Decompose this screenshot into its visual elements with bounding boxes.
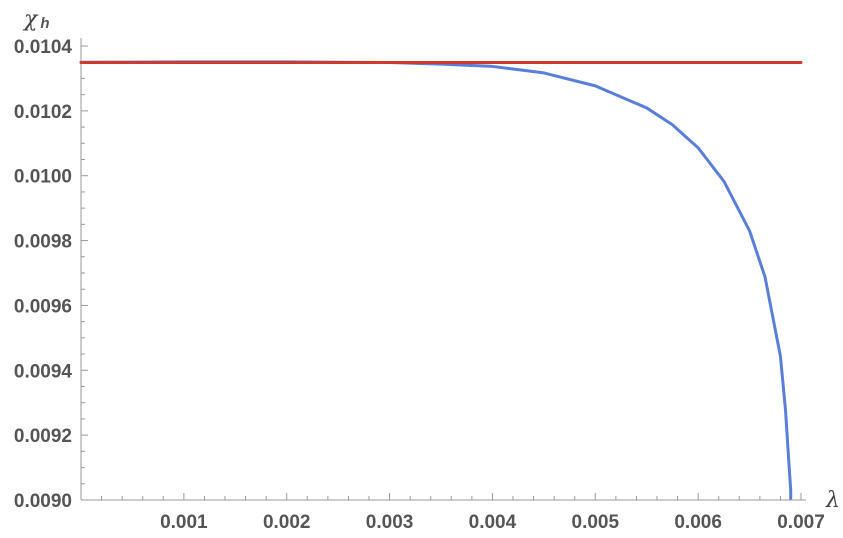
axes xyxy=(80,38,806,501)
x-tick-label: 0.006 xyxy=(674,512,722,533)
x-tick-label: 0.004 xyxy=(469,512,517,533)
y-tick-label: 0.0098 xyxy=(14,232,72,253)
x-tick-label: 0.001 xyxy=(160,512,208,533)
y-tick-label: 0.0100 xyxy=(14,167,72,188)
x-axis-label: λ xyxy=(825,488,840,513)
ticks xyxy=(81,45,802,501)
y-tick-label: 0.0092 xyxy=(14,426,72,447)
series-line-1 xyxy=(79,60,793,500)
y-tick-label: 0.0104 xyxy=(14,37,73,58)
x-tick-label: 0.003 xyxy=(366,512,414,533)
y-tick-label: 0.0102 xyxy=(14,102,72,123)
y-tick-label: 0.0096 xyxy=(14,296,72,317)
y-tick-label: 0.0094 xyxy=(14,361,73,382)
tick-labels: 0.001 0.002 0.003 0.004 0.005 0.006 0.007 0.009… xyxy=(14,37,825,533)
y-axis-label-symbol: χ xyxy=(22,7,39,32)
series-layer xyxy=(79,60,803,500)
y-axis-label-subscript: h xyxy=(40,15,49,32)
x-tick-label: 0.002 xyxy=(263,512,311,533)
x-tick-label: 0.005 xyxy=(572,512,620,533)
y-tick-label: 0.0090 xyxy=(14,491,72,512)
x-tick-label: 0.007 xyxy=(777,512,825,533)
